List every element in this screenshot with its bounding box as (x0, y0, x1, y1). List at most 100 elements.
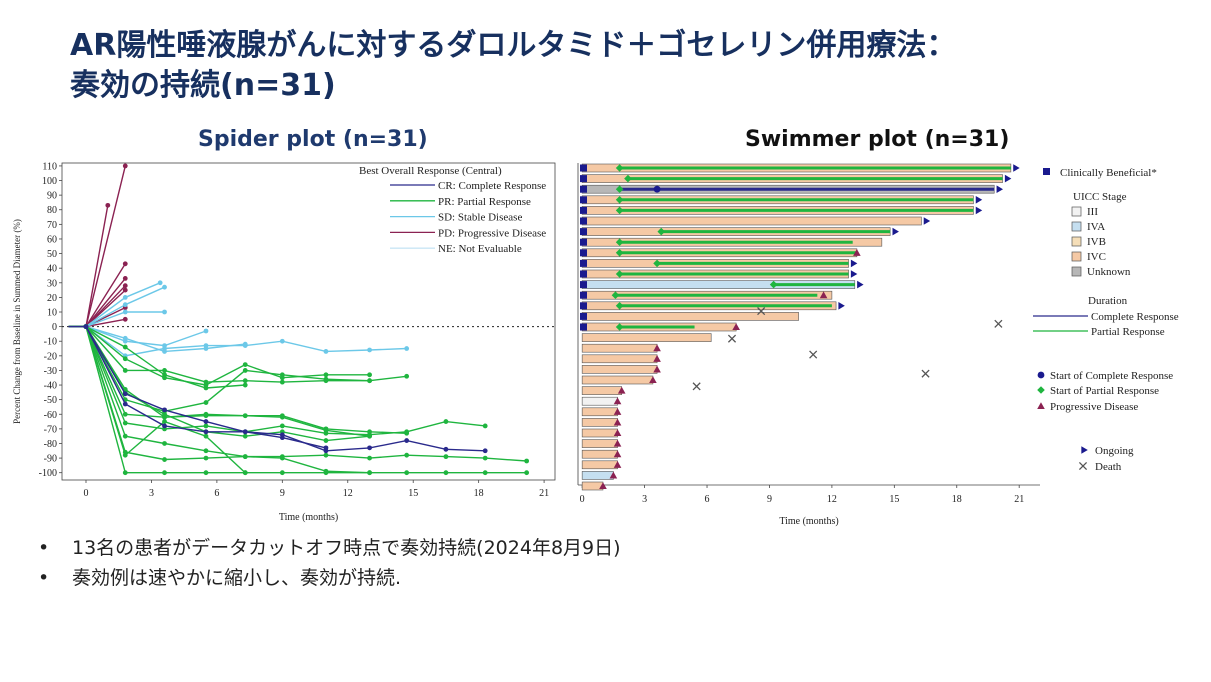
spider-data-point (122, 294, 128, 300)
swimmer-patient-bar (581, 312, 799, 321)
spider-data-point (482, 470, 488, 476)
swimmer-progressive-disease-marker (609, 471, 618, 479)
spider-series-line (68, 205, 109, 328)
swimmer-patient-bar (581, 333, 712, 342)
swimmer-legend-stage-label: Unknown (1087, 266, 1131, 278)
swimmer-ongoing-marker (857, 280, 864, 289)
spider-series-line (68, 311, 165, 328)
spider-data-point (279, 414, 285, 420)
spider-data-point (162, 441, 167, 446)
spider-data-point (482, 455, 488, 461)
swimmer-patient-bar (581, 365, 658, 374)
swimmer-legend-duration-label: Complete Response (1091, 311, 1179, 323)
spider-data-point (122, 411, 128, 417)
swimmer-progressive-disease-marker (613, 408, 622, 415)
swimmer-legend-stage-label: IVB (1087, 236, 1106, 248)
swimmer-partial-response-start-marker (615, 238, 624, 246)
swimmer-clinical-benefit-marker (580, 270, 587, 278)
spider-data-point (367, 378, 372, 384)
swimmer-x-tick-label: 3 (642, 494, 647, 505)
spider-y-tick-label: 40 (47, 264, 57, 275)
swimmer-legend-death-marker (1078, 461, 1088, 471)
spider-series-line (68, 325, 407, 383)
spider-data-point (367, 433, 372, 439)
spider-data-point (157, 280, 163, 286)
spider-data-point (122, 302, 128, 308)
swimmer-ongoing-marker (975, 206, 983, 215)
spider-x-axis-label: Time (months) (279, 512, 338, 523)
spider-data-point (323, 372, 329, 378)
spider-data-point (122, 452, 128, 458)
swimmer-legend-stage-title: UICC Stage (1073, 191, 1127, 203)
swimmer-ongoing-marker (975, 196, 983, 204)
spider-series-line (68, 165, 126, 328)
swimmer-ongoing-marker (1013, 164, 1020, 172)
spider-data-point (242, 413, 248, 419)
spider-data-point (404, 346, 410, 351)
spider-data-point (122, 344, 128, 350)
swimmer-patient-bar (581, 386, 623, 395)
swimmer-progressive-disease-marker (613, 439, 622, 447)
spider-legend-label: CR: Complete Response (438, 180, 546, 192)
swimmer-patient-bar (581, 396, 618, 406)
swimmer-clinical-benefit-marker (580, 164, 587, 172)
spider-data-point (162, 309, 167, 315)
swimmer-progressive-disease-marker (613, 461, 622, 468)
spider-data-point (242, 454, 248, 460)
spider-data-point (122, 420, 128, 426)
swimmer-legend-pr-start-marker (1037, 386, 1045, 394)
swimmer-clinical-benefit-marker (580, 302, 587, 310)
spider-y-tick-label: -40 (44, 381, 57, 392)
swimmer-legend-stage-label: III (1087, 206, 1098, 218)
spider-y-tick-label: 110 (42, 161, 57, 172)
spider-data-point (279, 379, 285, 385)
spider-series-line (68, 282, 161, 328)
spider-x-tick-label: 6 (214, 488, 219, 499)
spider-data-point (404, 373, 410, 379)
spider-y-tick-label: 30 (47, 278, 57, 289)
spider-y-tick-label: -80 (44, 439, 57, 450)
swimmer-patient-bar (581, 354, 658, 364)
swimmer-clinical-benefit-marker (580, 217, 587, 225)
spider-data-point (279, 455, 285, 461)
spider-series-line (68, 325, 486, 452)
spider-data-point (443, 446, 449, 452)
spider-y-tick-label: -90 (44, 454, 57, 465)
swimmer-legend-pd-marker (1037, 402, 1045, 410)
swimmer-x-tick-label: 0 (580, 494, 585, 505)
swimmer-legend-cr-start-label: Start of Complete Response (1050, 370, 1173, 382)
swimmer-death-marker (809, 350, 818, 359)
slide-title-line1: AR陽性唾液腺がんに対するダロルタミド＋ゴセレリン併用療法： (70, 28, 957, 63)
swimmer-clinical-benefit-marker (580, 291, 587, 299)
swimmer-ongoing-marker (850, 259, 858, 268)
swimmer-clinical-benefit-marker (580, 185, 587, 193)
swimmer-legend-clinical-benefit-label: Clinically Beneficial* (1060, 167, 1157, 179)
swimmer-legend-duration-title: Duration (1088, 295, 1128, 307)
swimmer-patient-bar (581, 343, 658, 353)
swimmer-x-tick-label: 6 (705, 494, 710, 505)
spider-data-point (482, 448, 488, 454)
swimmer-x-tick-label: 15 (889, 494, 899, 505)
spider-x-tick-label: 9 (280, 488, 285, 499)
spider-data-point (242, 470, 248, 476)
swimmer-legend-ongoing-label: Ongoing (1095, 445, 1134, 457)
spider-data-point (122, 163, 128, 169)
swimmer-legend-pr-start-label: Start of Partial Response (1050, 385, 1159, 397)
swimmer-death-marker (757, 307, 766, 316)
swimmer-legend-pd-label: Progressive Disease (1050, 401, 1138, 413)
spider-data-point (367, 372, 372, 378)
swimmer-partial-response-start-marker (611, 291, 620, 299)
spider-data-point (122, 356, 128, 362)
spider-data-point (122, 309, 128, 315)
spider-data-point (242, 368, 248, 373)
swimmer-partial-response-start-marker (615, 196, 624, 204)
spider-data-point (162, 423, 167, 429)
swimmer-legend-stage-label: IVC (1087, 251, 1106, 263)
spider-data-point (162, 419, 167, 424)
swimmer-ongoing-marker (850, 270, 858, 278)
spider-y-tick-label: -30 (44, 366, 57, 377)
spider-x-tick-label: 0 (83, 488, 88, 499)
spider-data-point (203, 429, 209, 435)
swimmer-ongoing-marker (838, 302, 845, 310)
spider-y-tick-label: -100 (39, 468, 57, 479)
